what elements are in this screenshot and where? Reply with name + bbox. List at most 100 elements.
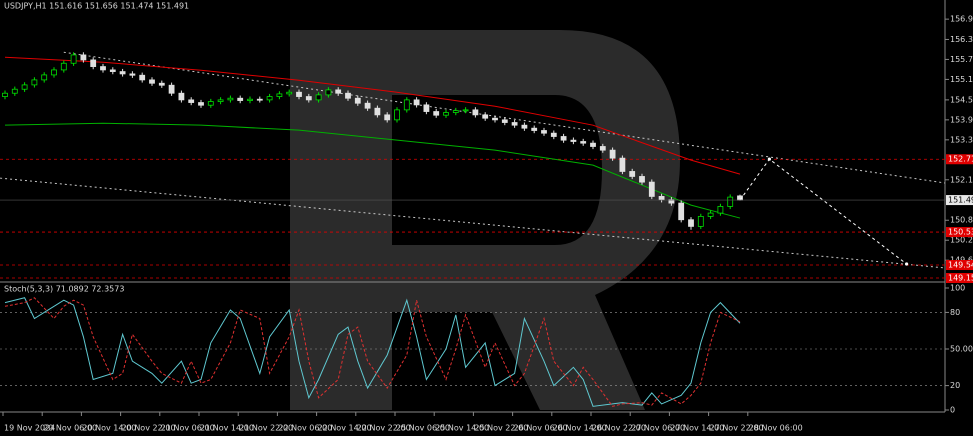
- candle-body: [472, 109, 479, 116]
- x-tick-label: 25 Nov 22:00: [474, 424, 528, 433]
- y-tick-label: 156.925: [950, 15, 973, 24]
- candle-body: [658, 196, 665, 201]
- candle-body: [129, 73, 136, 76]
- candle-body: [354, 97, 361, 104]
- x-tick-label: 21 Nov 14:00: [200, 424, 254, 433]
- candle-body: [697, 216, 704, 227]
- candle-body: [727, 196, 734, 207]
- x-tick-label: 26 Nov 06:00: [514, 424, 568, 433]
- level-label-bg: [946, 227, 973, 238]
- x-tick-label: 22 Nov 22:00: [357, 424, 411, 433]
- candle-body: [31, 79, 38, 86]
- x-tick-label: 20 Nov 22:00: [122, 424, 176, 433]
- stochastic-line: [4, 297, 741, 407]
- moving-average: [4, 122, 741, 219]
- candle-body: [41, 74, 48, 81]
- level-label-bg: [946, 260, 973, 271]
- candle-body: [678, 202, 685, 221]
- candle-body: [217, 99, 224, 102]
- y-tick-label: 155.715: [950, 55, 973, 64]
- indicator-tick-label: 0: [950, 406, 955, 415]
- candle-body: [139, 74, 146, 81]
- level-label: 149.150: [948, 274, 973, 283]
- candle-body: [227, 97, 234, 101]
- x-tick-label: 25 Nov 14:00: [435, 424, 489, 433]
- candle-body: [188, 99, 195, 103]
- candle-body: [100, 66, 106, 71]
- candle-body: [492, 117, 498, 121]
- x-tick-label: 27 Nov 14:00: [670, 424, 724, 433]
- x-tick-label: 19 Nov 2024: [4, 424, 55, 433]
- candle-body: [158, 82, 165, 86]
- candle-body: [325, 89, 332, 96]
- level-label-bg: [946, 154, 973, 165]
- candle-body: [648, 181, 655, 197]
- candle-body: [570, 139, 577, 142]
- y-tick-label: 156.315: [950, 35, 973, 44]
- candle-body: [70, 54, 77, 64]
- main-panel: [0, 51, 945, 279]
- forecast-point: [767, 157, 772, 161]
- x-tick-label: 21 Nov 22:00: [239, 424, 293, 433]
- candle-body: [149, 79, 155, 84]
- x-tick-label: 20 Nov 14:00: [82, 424, 136, 433]
- y-tick-label: 150.285: [950, 236, 973, 245]
- current-price-bg: [946, 195, 973, 206]
- candle-body: [550, 132, 557, 137]
- x-tick-label: 20 Nov 06:00: [43, 424, 97, 433]
- watermark-logo: [290, 30, 680, 410]
- candle-body: [237, 97, 244, 101]
- candle-body: [609, 149, 616, 159]
- x-tick-label: 27 Nov 06:00: [631, 424, 685, 433]
- y-tick-label: 153.900: [950, 115, 973, 124]
- candle-body: [443, 112, 449, 116]
- candle-body: [452, 110, 459, 113]
- y-tick-label: 150.885: [950, 216, 973, 225]
- candle-body: [266, 96, 273, 101]
- chart-title: USDJPY,H1 151.616 151.656 151.474 151.49…: [4, 2, 189, 11]
- level-label-bg: [946, 273, 973, 284]
- candle-body: [482, 114, 489, 119]
- candle-body: [345, 92, 351, 99]
- y-tick-label: 153.300: [950, 135, 973, 144]
- stochastic-line: [4, 297, 741, 407]
- forecast-point: [905, 262, 909, 266]
- x-tick-label: 25 Nov 06:00: [396, 424, 450, 433]
- candle-body: [688, 219, 694, 227]
- indicator-tick-label: 100: [950, 284, 965, 293]
- candle-body: [423, 104, 430, 112]
- candle-body: [531, 127, 538, 131]
- y-tick-label: 154.500: [950, 95, 973, 104]
- level-label: 150.530: [948, 228, 973, 237]
- candle-body: [296, 91, 302, 97]
- moving-average: [4, 56, 741, 175]
- x-tick-label: 26 Nov 14:00: [553, 424, 607, 433]
- x-tick-label: 27 Nov 22:00: [710, 424, 764, 433]
- candle-body: [560, 136, 567, 141]
- candle-body: [256, 98, 263, 101]
- candle-body: [639, 176, 645, 183]
- candle-body: [384, 114, 391, 121]
- candle-body: [541, 130, 547, 134]
- candle-body: [168, 84, 175, 94]
- indicator-tick-label: 80: [950, 308, 960, 317]
- candle-body: [707, 212, 714, 217]
- candle-body: [433, 111, 440, 116]
- candle-body: [51, 69, 57, 76]
- candle-body: [109, 69, 116, 72]
- x-tick-label: 26 Nov 22:00: [592, 424, 646, 433]
- x-tick-label: 21 Nov 06:00: [161, 424, 215, 433]
- x-tick-label: 28 Nov 06:00: [749, 424, 803, 433]
- candle-body: [80, 54, 87, 61]
- indicator-tick-label: 20: [950, 381, 960, 390]
- candle-body: [374, 107, 381, 116]
- candle-body: [580, 141, 587, 144]
- candle-body: [247, 98, 253, 101]
- candle-body: [521, 124, 528, 129]
- candle-body: [286, 91, 293, 95]
- candle-body: [462, 109, 469, 112]
- candle-body: [394, 109, 400, 121]
- candle-body: [11, 88, 18, 94]
- candle-body: [315, 94, 322, 101]
